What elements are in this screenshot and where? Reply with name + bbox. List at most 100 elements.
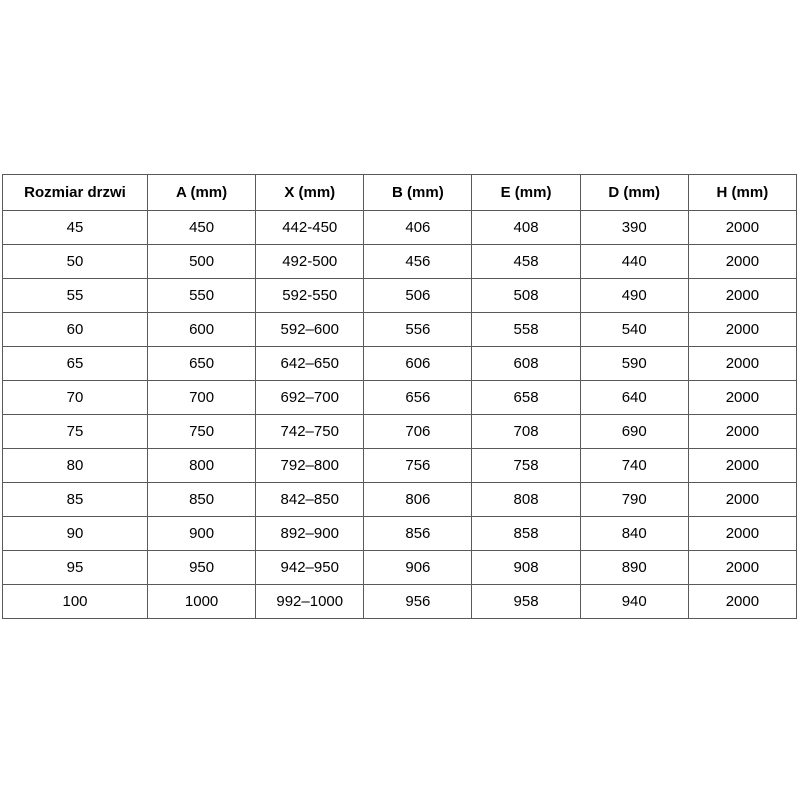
table-cell: 750 — [146, 414, 257, 449]
table-cell: 556 — [363, 312, 473, 347]
table-cell: 742–750 — [255, 414, 365, 449]
table-cell: 506 — [363, 278, 473, 313]
header-rozmiar-drzwi: Rozmiar drzwi — [2, 174, 148, 211]
table-cell: 708 — [471, 414, 581, 449]
table-cell: 450 — [146, 210, 257, 245]
table-cell: 790 — [579, 482, 689, 517]
table-cell: 2000 — [687, 278, 798, 313]
table-row: 65 650 642–650 606 608 590 2000 — [2, 346, 798, 381]
table-cell: 640 — [579, 380, 689, 415]
table-row: 60 600 592–600 556 558 540 2000 — [2, 312, 798, 347]
table-cell: 406 — [363, 210, 473, 245]
table-cell: 592–600 — [255, 312, 365, 347]
table-cell: 85 — [2, 482, 148, 517]
table-cell: 858 — [471, 516, 581, 551]
table-cell: 55 — [2, 278, 148, 313]
table-cell: 558 — [471, 312, 581, 347]
table-cell: 65 — [2, 346, 148, 381]
table-cell: 492-500 — [255, 244, 365, 279]
table-cell: 658 — [471, 380, 581, 415]
table-cell: 840 — [579, 516, 689, 551]
table-cell: 592-550 — [255, 278, 365, 313]
table-cell: 942–950 — [255, 550, 365, 585]
table-cell: 800 — [146, 448, 257, 483]
table-cell: 550 — [146, 278, 257, 313]
header-a-mm: A (mm) — [146, 174, 257, 211]
table-cell: 956 — [363, 584, 473, 619]
table-cell: 700 — [146, 380, 257, 415]
table-cell: 792–800 — [255, 448, 365, 483]
table-cell: 100 — [2, 584, 148, 619]
table-cell: 442-450 — [255, 210, 365, 245]
header-d-mm: D (mm) — [579, 174, 689, 211]
table-row: 50 500 492-500 456 458 440 2000 — [2, 244, 798, 279]
table-row: 95 950 942–950 906 908 890 2000 — [2, 550, 798, 585]
table-cell: 950 — [146, 550, 257, 585]
table-cell: 2000 — [687, 210, 798, 245]
table-cell: 600 — [146, 312, 257, 347]
table-row: 100 1000 992–1000 956 958 940 2000 — [2, 584, 798, 619]
table-cell: 958 — [471, 584, 581, 619]
table-cell: 508 — [471, 278, 581, 313]
table-cell: 806 — [363, 482, 473, 517]
table-cell: 690 — [579, 414, 689, 449]
table-cell: 850 — [146, 482, 257, 517]
table-cell: 606 — [363, 346, 473, 381]
table-cell: 2000 — [687, 380, 798, 415]
table-row: 75 750 742–750 706 708 690 2000 — [2, 414, 798, 449]
table-cell: 892–900 — [255, 516, 365, 551]
table-cell: 856 — [363, 516, 473, 551]
table-cell: 2000 — [687, 312, 798, 347]
table-cell: 540 — [579, 312, 689, 347]
table-cell: 890 — [579, 550, 689, 585]
table-row: 85 850 842–850 806 808 790 2000 — [2, 482, 798, 517]
table-cell: 590 — [579, 346, 689, 381]
table-cell: 458 — [471, 244, 581, 279]
table-cell: 2000 — [687, 414, 798, 449]
table-cell: 1000 — [146, 584, 257, 619]
table-cell: 940 — [579, 584, 689, 619]
table-cell: 608 — [471, 346, 581, 381]
table-row: 80 800 792–800 756 758 740 2000 — [2, 448, 798, 483]
table-row: 55 550 592-550 506 508 490 2000 — [2, 278, 798, 313]
table-cell: 2000 — [687, 346, 798, 381]
header-e-mm: E (mm) — [471, 174, 581, 211]
table-cell: 2000 — [687, 482, 798, 517]
table-cell: 95 — [2, 550, 148, 585]
table-row: 90 900 892–900 856 858 840 2000 — [2, 516, 798, 551]
table-row: 45 450 442-450 406 408 390 2000 — [2, 210, 798, 245]
table-cell: 60 — [2, 312, 148, 347]
table-cell: 490 — [579, 278, 689, 313]
header-h-mm: H (mm) — [687, 174, 798, 211]
table-cell: 2000 — [687, 584, 798, 619]
table-cell: 808 — [471, 482, 581, 517]
table-cell: 90 — [2, 516, 148, 551]
door-sizes-table: Rozmiar drzwi A (mm) X (mm) B (mm) E (mm… — [2, 174, 798, 619]
table-cell: 500 — [146, 244, 257, 279]
table-cell: 408 — [471, 210, 581, 245]
table-cell: 906 — [363, 550, 473, 585]
table-cell: 842–850 — [255, 482, 365, 517]
table-cell: 390 — [579, 210, 689, 245]
table-cell: 440 — [579, 244, 689, 279]
table-cell: 2000 — [687, 244, 798, 279]
table-cell: 642–650 — [255, 346, 365, 381]
table-cell: 758 — [471, 448, 581, 483]
table-cell: 45 — [2, 210, 148, 245]
table-cell: 706 — [363, 414, 473, 449]
table-cell: 650 — [146, 346, 257, 381]
table-cell: 80 — [2, 448, 148, 483]
table-cell: 75 — [2, 414, 148, 449]
table-header-row: Rozmiar drzwi A (mm) X (mm) B (mm) E (mm… — [2, 174, 798, 211]
table-cell: 908 — [471, 550, 581, 585]
table-cell: 692–700 — [255, 380, 365, 415]
table-row: 70 700 692–700 656 658 640 2000 — [2, 380, 798, 415]
table-cell: 900 — [146, 516, 257, 551]
table-body: 45 450 442-450 406 408 390 2000 50 500 492-500 456… — [2, 210, 798, 619]
table-cell: 756 — [363, 448, 473, 483]
table-cell: 992–1000 — [255, 584, 365, 619]
table-cell: 456 — [363, 244, 473, 279]
table-cell: 2000 — [687, 516, 798, 551]
table-cell: 70 — [2, 380, 148, 415]
table-cell: 656 — [363, 380, 473, 415]
